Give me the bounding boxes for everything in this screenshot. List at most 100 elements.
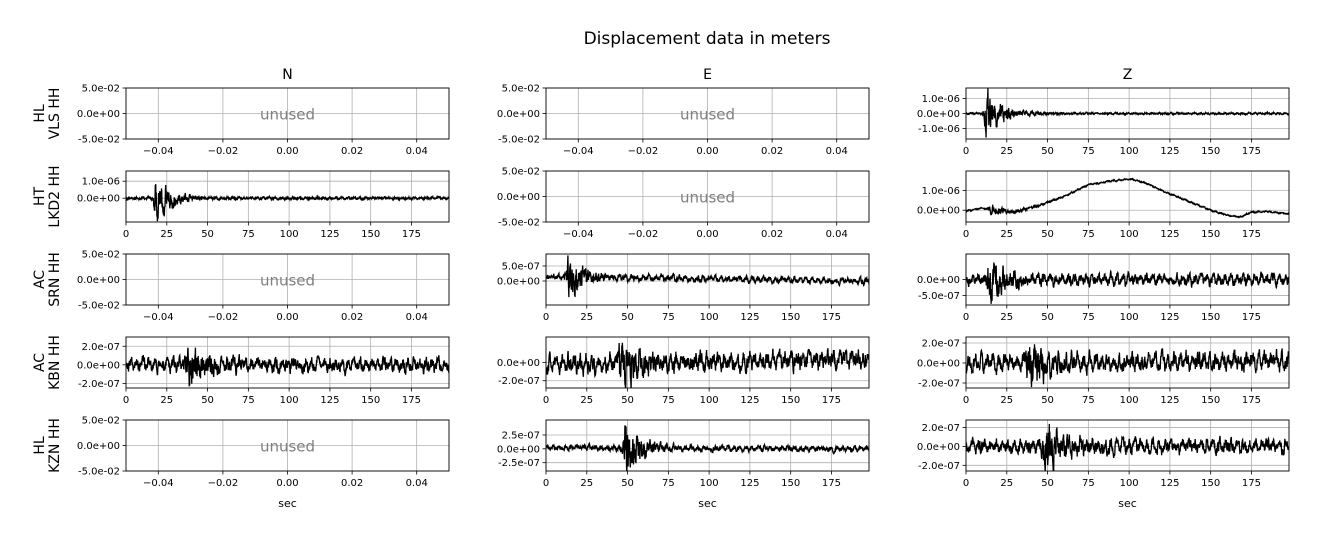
y-tick-label: -2.0e-07 <box>78 379 120 390</box>
x-ticks: 0 25 50 75 100 125 150 175 <box>963 388 1261 406</box>
x-tick-label: 25 <box>1000 478 1013 489</box>
y-ticks: 1.0e-06 0.0e+00 <box>917 186 966 217</box>
panel-r3-c2: 0 25 50 75 100 125 150 175 2.0e-07 0.0e+00 -2.0e-0… <box>917 336 1290 406</box>
grid <box>545 254 869 305</box>
y-tick-label: 0.0e+00 <box>497 277 540 288</box>
x-tick-label: 175 <box>822 395 841 406</box>
x-tick-label: 125 <box>1160 478 1179 489</box>
grid <box>965 171 1289 222</box>
x-tick-label: 125 <box>320 229 339 240</box>
x-tick-label: 150 <box>781 395 800 406</box>
row-label-station-4: KZN HH <box>47 418 63 473</box>
x-tick-label: 150 <box>361 229 380 240</box>
y-tick-label: 0.0e+00 <box>497 192 540 203</box>
x-tick-label: 0 <box>963 146 969 157</box>
x-tick-label: 50 <box>621 395 634 406</box>
y-ticks: 2.0e-07 0.0e+00 -2.0e-07 <box>77 342 126 390</box>
y-ticks: 5.0e-02 0.0e+00 -5.0e-02 <box>77 416 126 478</box>
x-tick-label: 25 <box>580 395 593 406</box>
y-ticks: 5.0e-02 0.0e+00 -5.0e-02 <box>497 84 546 146</box>
y-tick-label: 0.0e+00 <box>917 442 960 453</box>
trace-line <box>546 425 869 471</box>
x-tick-label: 50 <box>201 395 214 406</box>
x-tick-label: 175 <box>1242 312 1261 323</box>
x-ticks: −0.04 −0.02 0.00 0.02 0.04 <box>563 222 848 240</box>
y-tick-label: 1.0e-06 <box>922 186 960 197</box>
y-tick-label: -5.0e-02 <box>78 467 120 478</box>
x-tick-label: −0.02 <box>628 229 659 240</box>
x-tick-label: 0.04 <box>826 146 848 157</box>
y-tick-label: 2.0e-07 <box>922 423 960 434</box>
x-tick-label: 0.00 <box>276 312 298 323</box>
x-tick-label: −0.02 <box>628 146 659 157</box>
panel-r3-c1: 0 25 50 75 100 125 150 175 0.0e+00 -2.0e-07 <box>497 336 870 406</box>
x-tick-label: 175 <box>822 478 841 489</box>
x-tick-label: 75 <box>242 395 255 406</box>
x-ticks: 0 25 50 75 100 125 150 175 <box>963 471 1261 489</box>
x-tick-label: 50 <box>1041 395 1054 406</box>
y-tick-label: -1.0e-06 <box>918 124 960 135</box>
unused-label: unused <box>260 272 315 290</box>
x-axis-label: sec <box>698 497 717 510</box>
x-tick-label: 100 <box>1120 395 1139 406</box>
x-ticks: −0.04 −0.02 0.00 0.02 0.04 <box>563 139 848 157</box>
x-tick-label: 150 <box>1201 478 1220 489</box>
x-tick-label: 150 <box>361 395 380 406</box>
x-tick-label: 100 <box>1120 312 1139 323</box>
unused-label: unused <box>260 106 315 124</box>
x-tick-label: 125 <box>740 312 759 323</box>
x-axis-label: sec <box>1118 497 1137 510</box>
x-tick-label: 175 <box>822 312 841 323</box>
x-tick-label: 0.04 <box>406 146 428 157</box>
trace-line <box>966 177 1289 219</box>
trace-line <box>546 342 869 388</box>
x-tick-label: 0.00 <box>276 478 298 489</box>
x-tick-label: 0 <box>963 312 969 323</box>
y-tick-label: -5.0e-02 <box>498 218 540 229</box>
x-tick-label: 0 <box>543 312 549 323</box>
x-ticks: 0 25 50 75 100 125 150 175 <box>543 305 841 323</box>
x-tick-label: 50 <box>201 229 214 240</box>
y-tick-label: -2.0e-07 <box>918 461 960 472</box>
row-label-station-3: KBN HH <box>47 335 63 390</box>
panels: unused −0.04 −0.02 0.00 0.02 0.04 5.0e-02 0.0e+… <box>77 84 1290 510</box>
x-tick-label: 75 <box>242 229 255 240</box>
x-tick-label: 150 <box>781 478 800 489</box>
axes-frame <box>965 170 1290 223</box>
x-tick-label: 0 <box>543 395 549 406</box>
axes-frame <box>545 419 870 472</box>
x-ticks: 0 25 50 75 100 125 150 175 <box>963 222 1261 240</box>
x-tick-label: 150 <box>1201 312 1220 323</box>
x-tick-label: 100 <box>1120 478 1139 489</box>
panel-r0-c2: 0 25 50 75 100 125 150 175 1.0e-06 0.0e+00 -1.0e-0… <box>917 87 1290 157</box>
x-tick-label: 0.04 <box>406 478 428 489</box>
axes-frame <box>965 419 1290 472</box>
y-tick-label: 5.0e-07 <box>502 262 540 273</box>
x-tick-label: 50 <box>621 312 634 323</box>
x-tick-label: 0 <box>963 478 969 489</box>
y-ticks: 2.0e-07 0.0e+00 -2.0e-07 <box>917 423 966 472</box>
x-tick-label: 75 <box>662 395 675 406</box>
panel-r4-c2: 0 25 50 75 100 125 150 175 2.0e-07 0.0e+00 -2.0e-0… <box>917 419 1290 510</box>
x-tick-label: 175 <box>402 229 421 240</box>
y-tick-label: 2.5e-07 <box>502 430 540 441</box>
axes-frame <box>125 336 450 389</box>
trace-line <box>966 344 1289 388</box>
x-tick-label: 100 <box>700 395 719 406</box>
y-ticks: 0.0e+00 -2.0e-07 <box>497 358 546 387</box>
panel-r0-c1: unused −0.04 −0.02 0.00 0.02 0.04 5.0e-02 0.0e+… <box>497 84 870 157</box>
x-tick-label: 125 <box>1160 312 1179 323</box>
x-tick-label: 100 <box>700 312 719 323</box>
trace-line <box>126 184 449 222</box>
x-tick-label: 25 <box>160 395 173 406</box>
x-tick-label: 100 <box>1120 146 1139 157</box>
x-tick-label: 125 <box>740 478 759 489</box>
y-ticks: 5.0e-02 0.0e+00 -5.0e-02 <box>77 250 126 312</box>
y-tick-label: 0.0e+00 <box>77 275 120 286</box>
x-tick-label: −0.04 <box>143 146 174 157</box>
unused-label: unused <box>260 438 315 456</box>
y-tick-label: 1.0e-06 <box>922 94 960 105</box>
